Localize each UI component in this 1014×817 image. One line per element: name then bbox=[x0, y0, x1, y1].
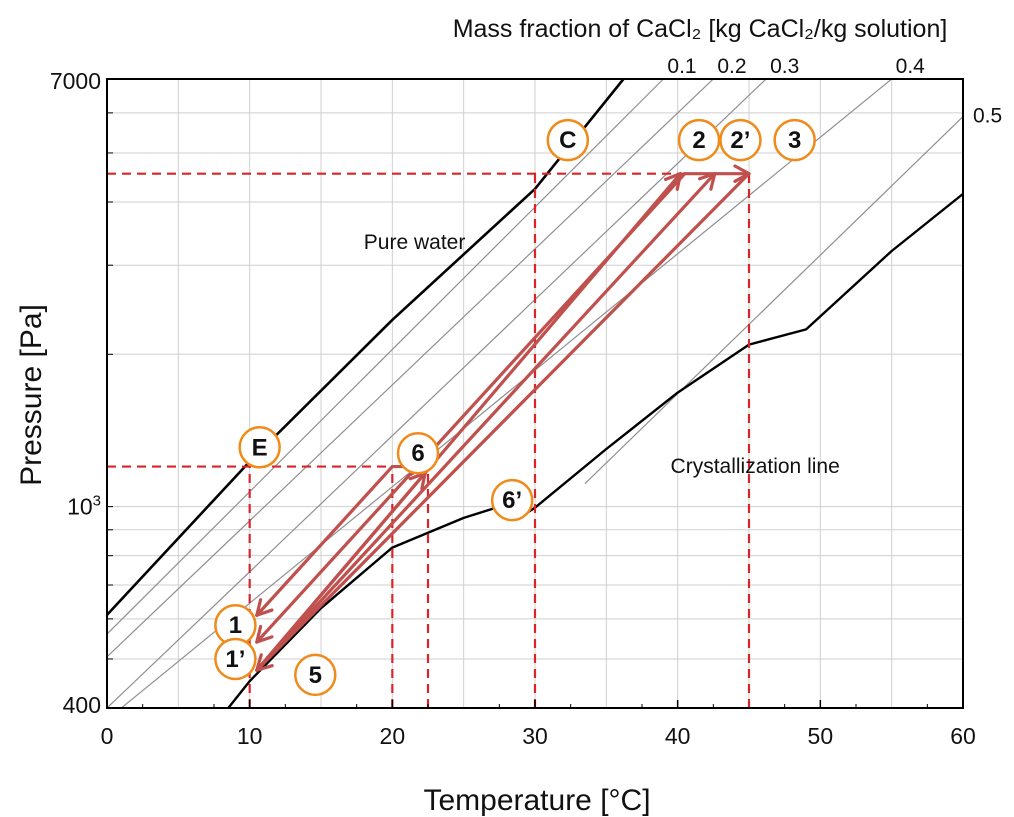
state-point-label: 5 bbox=[309, 662, 322, 689]
state-point-label: 2’ bbox=[730, 127, 750, 154]
x-tick-label: 10 bbox=[237, 723, 263, 749]
state-point-marker bbox=[396, 431, 440, 475]
state-point-label: 6’ bbox=[502, 487, 522, 514]
isoline-0.4 bbox=[120, 79, 893, 708]
state-point-label: 1 bbox=[229, 612, 242, 639]
isoline-label: 0.3 bbox=[770, 55, 799, 78]
cycle-arrow-head bbox=[663, 172, 683, 191]
isoline-0.5 bbox=[584, 116, 963, 485]
mass-fraction-isolines bbox=[107, 79, 963, 708]
isoline-label: 0.5 bbox=[973, 105, 1002, 128]
x-tick-label: 0 bbox=[101, 723, 114, 749]
isoline-0.1 bbox=[107, 79, 664, 635]
cycle-arrows bbox=[255, 164, 751, 672]
crystallization-line bbox=[227, 192, 963, 708]
x-tick-label: 40 bbox=[665, 723, 691, 749]
cycle-arrow-head bbox=[733, 164, 751, 183]
cycle-arrow-shaft bbox=[255, 464, 394, 617]
x-tick-label: 30 bbox=[522, 723, 548, 749]
y-tick-label: 400 bbox=[63, 692, 101, 718]
pure-water-line bbox=[107, 79, 625, 616]
y-axis-title: Pressure [Pa] bbox=[15, 304, 48, 486]
state-point-label: 2 bbox=[692, 127, 705, 154]
state-point-marker bbox=[677, 118, 721, 162]
cycle-arrow-shaft bbox=[255, 172, 751, 672]
top-axis-title: Mass fraction of CaCl₂ [kg CaCl₂/kg solu… bbox=[453, 15, 948, 43]
labels: 0 10 20 30 40 50 60 7000 103 400 0.1 0.2 0.3 0.4 0.5 Pu… bbox=[50, 55, 1002, 749]
state-point-marker bbox=[773, 118, 816, 162]
annotation-label: Crystallization line bbox=[671, 455, 840, 478]
y-tick-label: 103 bbox=[67, 493, 101, 520]
isoline-0.2 bbox=[107, 79, 714, 658]
cycle-arrow-shaft bbox=[255, 172, 683, 672]
state-point-label: 1’ bbox=[225, 646, 245, 673]
cycle-arrow-head bbox=[255, 624, 274, 644]
state-point-marker bbox=[490, 478, 534, 522]
axis-ticks bbox=[106, 78, 964, 709]
state-point-marker bbox=[546, 118, 590, 162]
cycle-arrow-shaft bbox=[255, 172, 717, 672]
x-tick-label: 20 bbox=[380, 723, 406, 749]
state-point-marker bbox=[294, 653, 337, 697]
state-point-marker bbox=[719, 118, 762, 162]
x-tick-label: 50 bbox=[808, 723, 834, 749]
isoline-label: 0.4 bbox=[896, 55, 926, 78]
state-point-marker bbox=[214, 637, 257, 681]
annotation-label: Pure water bbox=[364, 231, 466, 254]
isoline-0.3 bbox=[107, 79, 767, 708]
state-point-marker bbox=[238, 426, 281, 469]
isoline-label: 0.1 bbox=[667, 55, 696, 78]
reference-dashed-lines bbox=[107, 172, 751, 708]
state-point-label: 3 bbox=[788, 127, 801, 154]
state-point-label: 6 bbox=[411, 440, 424, 467]
y-tick-label: 7000 bbox=[50, 68, 101, 94]
isoline-label: 0.2 bbox=[717, 55, 746, 78]
cycle-arrow-head bbox=[255, 598, 274, 617]
state-point-label: C bbox=[559, 127, 576, 154]
state-point-label: E bbox=[252, 434, 268, 461]
x-axis-title: Temperature [°C] bbox=[423, 784, 650, 817]
x-tick-label: 60 bbox=[950, 723, 976, 749]
